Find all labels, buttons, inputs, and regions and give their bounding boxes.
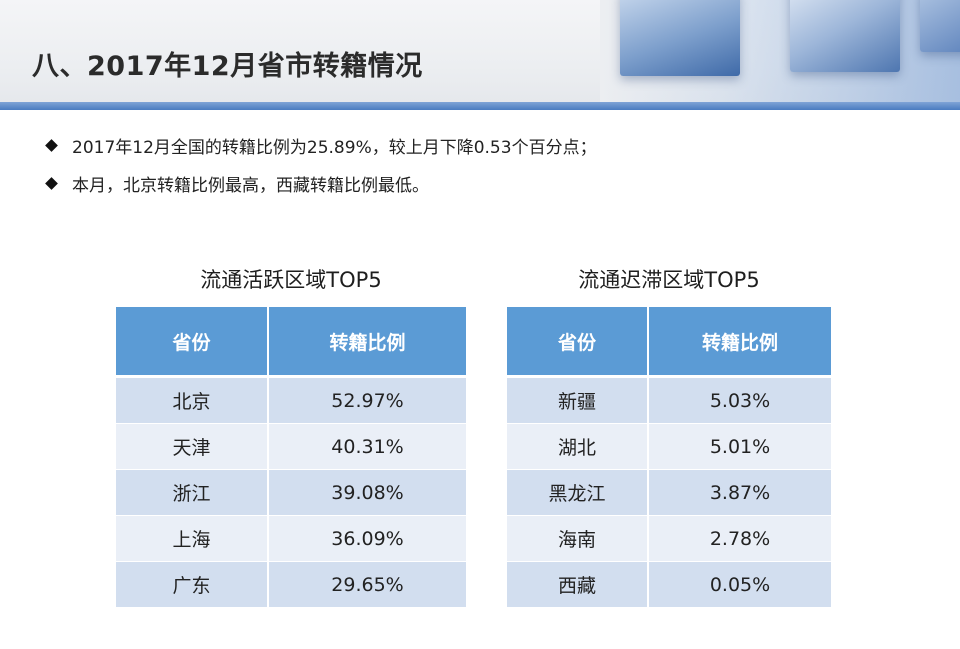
province-cell: 海南 (507, 515, 649, 562)
province-cell: 天津 (116, 423, 269, 470)
bullet-text: 本月，北京转籍比例最高，西藏转籍比例最低。 (72, 175, 429, 196)
province-cell: 浙江 (116, 469, 269, 516)
column-header-ratio: 转籍比例 (268, 307, 466, 378)
ratio-cell: 36.09% (268, 515, 466, 562)
table-row: 西藏 0.05% (507, 561, 831, 608)
table-row: 浙江 39.08% (116, 469, 466, 516)
table-row: 天津 40.31% (116, 423, 466, 470)
active-regions-table: 省份 转籍比例 北京 52.97% 天津 40.31% 浙江 39.08% 上海… (116, 307, 466, 608)
province-cell: 广东 (116, 561, 269, 608)
column-header-ratio: 转籍比例 (648, 307, 831, 378)
active-regions-block: 流通活跃区域TOP5 省份 转籍比例 北京 52.97% 天津 40.31% 浙… (116, 262, 466, 608)
ratio-cell: 3.87% (648, 469, 831, 516)
table-header-row: 省份 转籍比例 (116, 307, 466, 378)
cube-shape (790, 0, 900, 72)
ratio-cell: 5.03% (648, 376, 831, 424)
stagnant-regions-table: 省份 转籍比例 新疆 5.03% 湖北 5.01% 黑龙江 3.87% 海南 2… (507, 307, 831, 608)
table-row: 上海 36.09% (116, 515, 466, 562)
ratio-cell: 40.31% (268, 423, 466, 470)
ratio-cell: 29.65% (268, 561, 466, 608)
ratio-cell: 5.01% (648, 423, 831, 470)
province-cell: 湖北 (507, 423, 649, 470)
province-cell: 新疆 (507, 376, 649, 424)
decorative-cubes-image (600, 0, 960, 102)
ratio-cell: 2.78% (648, 515, 831, 562)
stagnant-table-title: 流通迟滞区域TOP5 (578, 268, 760, 292)
province-cell: 上海 (116, 515, 269, 562)
cube-shape (920, 0, 960, 52)
cube-shape (620, 0, 740, 76)
province-cell: 北京 (116, 376, 269, 424)
table-row: 广东 29.65% (116, 561, 466, 608)
table-row: 海南 2.78% (507, 515, 831, 562)
bullet-list: 2017年12月全国的转籍比例为25.89%，较上月下降0.53个百分点； 本月… (44, 131, 597, 207)
province-cell: 西藏 (507, 561, 649, 608)
ratio-cell: 0.05% (648, 561, 831, 608)
table-row: 黑龙江 3.87% (507, 469, 831, 516)
diamond-bullet-icon (45, 176, 58, 190)
diamond-bullet-icon (45, 138, 58, 152)
ratio-cell: 52.97% (268, 376, 466, 424)
stagnant-regions-block: 流通迟滞区域TOP5 省份 转籍比例 新疆 5.03% 湖北 5.01% 黑龙江… (507, 262, 831, 608)
column-header-province: 省份 (116, 307, 269, 378)
table-header-row: 省份 转籍比例 (507, 307, 831, 378)
table-row: 新疆 5.03% (507, 376, 831, 424)
header-accent-bar (0, 102, 960, 110)
column-header-province: 省份 (507, 307, 649, 378)
active-table-title: 流通活跃区域TOP5 (200, 268, 382, 292)
bullet-text: 2017年12月全国的转籍比例为25.89%，较上月下降0.53个百分点； (72, 137, 597, 158)
province-cell: 黑龙江 (507, 469, 649, 516)
bullet-item: 本月，北京转籍比例最高，西藏转籍比例最低。 (44, 169, 597, 197)
bullet-item: 2017年12月全国的转籍比例为25.89%，较上月下降0.53个百分点； (44, 131, 597, 159)
table-row: 湖北 5.01% (507, 423, 831, 470)
header-banner: 八、2017年12月省市转籍情况 (0, 0, 960, 110)
ratio-cell: 39.08% (268, 469, 466, 516)
page-title: 八、2017年12月省市转籍情况 (32, 51, 423, 82)
table-row: 北京 52.97% (116, 376, 466, 424)
